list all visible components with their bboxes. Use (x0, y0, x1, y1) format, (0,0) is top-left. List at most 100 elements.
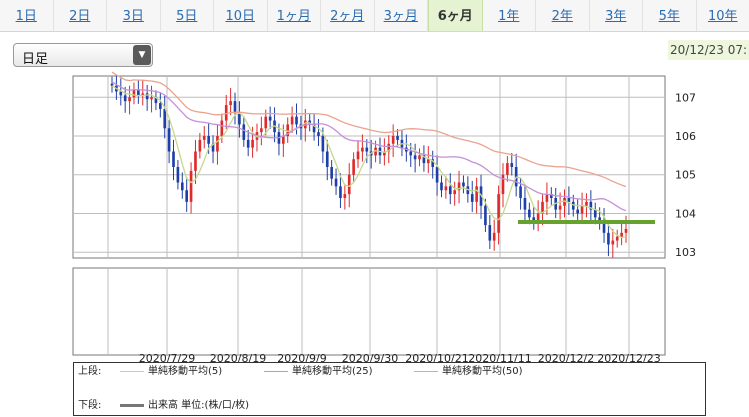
tab-period-11[interactable]: 3年 (590, 0, 643, 31)
candle-body (519, 186, 522, 198)
candle-body (317, 132, 320, 137)
tab-period-10[interactable]: 2年 (536, 0, 590, 31)
candle-body (506, 163, 509, 175)
tab-period-3[interactable]: 5日 (161, 0, 214, 31)
tab-period-5[interactable]: 1ヶ月 (268, 0, 321, 31)
tab-period-6[interactable]: 2ヶ月 (321, 0, 375, 31)
candle-body (198, 139, 202, 152)
chart-legend: 上段: 単純移動平均(5) 単純移動平均(25) 単純移動平均(50) 下段: 出来… (73, 362, 706, 416)
candle-body (128, 97, 131, 102)
chevron-down-icon[interactable]: ▼ (133, 45, 151, 65)
candle-body (365, 147, 369, 152)
candle-body (180, 182, 184, 191)
candle-body (325, 151, 329, 167)
legend-lower-row: 下段: 出来高 単位:(株/口/枚) (78, 399, 249, 413)
ma50-line (111, 71, 627, 188)
candle-body (523, 197, 527, 210)
candle-body (137, 89, 140, 96)
interval-select[interactable]: 日足 ▼ (13, 43, 153, 67)
candle-body (567, 197, 571, 202)
candle-body (510, 163, 514, 167)
candle-body (571, 201, 575, 210)
candle-body (615, 236, 619, 241)
candle-body (585, 201, 588, 206)
candle-body (172, 151, 175, 167)
x-tick-label: 2020/9/30 (342, 352, 398, 362)
candle-body (154, 97, 158, 104)
candle-body (448, 186, 452, 195)
legend-item-label: 出来高 単位:(株/口/枚) (148, 400, 250, 411)
candle-body (545, 194, 549, 202)
candle-body (541, 201, 544, 214)
candle-body (220, 120, 224, 137)
candle-body (286, 124, 290, 137)
x-tick-label: 2020/7/29 (139, 352, 195, 362)
candle-body (290, 116, 294, 125)
legend-swatch (120, 403, 144, 407)
tab-period-12[interactable]: 5年 (643, 0, 697, 31)
candle-body (246, 139, 250, 148)
candle-body (312, 124, 316, 133)
candle-body (374, 147, 377, 156)
legend-item: 出来高 単位:(株/口/枚) (120, 399, 249, 413)
candle-body (295, 116, 298, 125)
legend-upper-row: 上段: 単純移動平均(5) 単純移動平均(25) 単純移動平均(50) (78, 365, 523, 379)
y-tick-label: 106 (675, 130, 696, 143)
candle-body (194, 151, 197, 171)
y-tick-label: 103 (675, 246, 696, 259)
tab-period-0[interactable]: 1日 (0, 0, 54, 31)
x-tick-label: 2020/12/2 (538, 352, 594, 362)
candle-body (598, 217, 601, 222)
legend-lower-label: 下段: (78, 400, 102, 411)
candle-body (268, 116, 272, 121)
legend-swatch (264, 370, 288, 372)
candle-body (202, 136, 206, 140)
tab-period-9[interactable]: 1年 (483, 0, 536, 31)
x-tick-label: 2020/9/9 (277, 352, 326, 362)
tab-period-1[interactable]: 2日 (54, 0, 107, 31)
legend-item-label: 単純移動平均(50) (442, 366, 523, 377)
tab-period-13[interactable]: 10年 (707, 9, 738, 24)
candle-body (607, 232, 610, 245)
candle-body (167, 128, 171, 152)
candle-body (462, 182, 465, 187)
legend-swatch (414, 370, 438, 372)
candle-body (391, 136, 395, 144)
candle-body (216, 136, 219, 152)
candle-body (352, 159, 355, 175)
candle-body (159, 103, 162, 109)
tab-period-2[interactable]: 3日 (107, 0, 161, 31)
period-tabs: 1日 2日 3日 5日 10日 1ヶ月 2ヶ月 3ヶ月 6ヶ月 1年 2年 3年 5年 10年 (0, 0, 749, 32)
candle-body (361, 147, 364, 152)
volume-panel (72, 267, 666, 356)
candle-body (576, 209, 579, 214)
candle-body (163, 108, 167, 129)
candle-body (492, 232, 496, 241)
candle-body (466, 186, 470, 195)
tab-period-8[interactable]: 6ヶ月 (428, 0, 483, 31)
interval-select-value: 日足 (22, 52, 49, 67)
candle-body (145, 93, 149, 100)
candle-body (418, 155, 421, 160)
candle-body (426, 159, 430, 164)
candle-body (484, 205, 487, 226)
candle-body (251, 139, 254, 148)
legend-item: 単純移動平均(5) (120, 365, 222, 379)
candle-body (207, 136, 210, 144)
tab-period-7[interactable]: 3ヶ月 (375, 0, 428, 31)
candle-body (339, 186, 342, 198)
price-chart: 103 104 105 106 107 2020/7/29 2020/8/19 2020/9/… (72, 71, 696, 362)
candle-body (123, 95, 127, 102)
candle-body (321, 136, 325, 152)
candle-body (330, 167, 333, 179)
candle-body (141, 93, 145, 96)
legend-swatch (120, 370, 144, 372)
candle-body (453, 190, 456, 195)
candle-body (611, 240, 615, 245)
x-tick-label: 2020/8/19 (210, 352, 266, 362)
candle-body (435, 167, 439, 183)
candle-body (470, 194, 474, 202)
candle-body (620, 232, 623, 237)
candle-body (536, 213, 540, 222)
tab-period-4[interactable]: 10日 (214, 0, 268, 31)
